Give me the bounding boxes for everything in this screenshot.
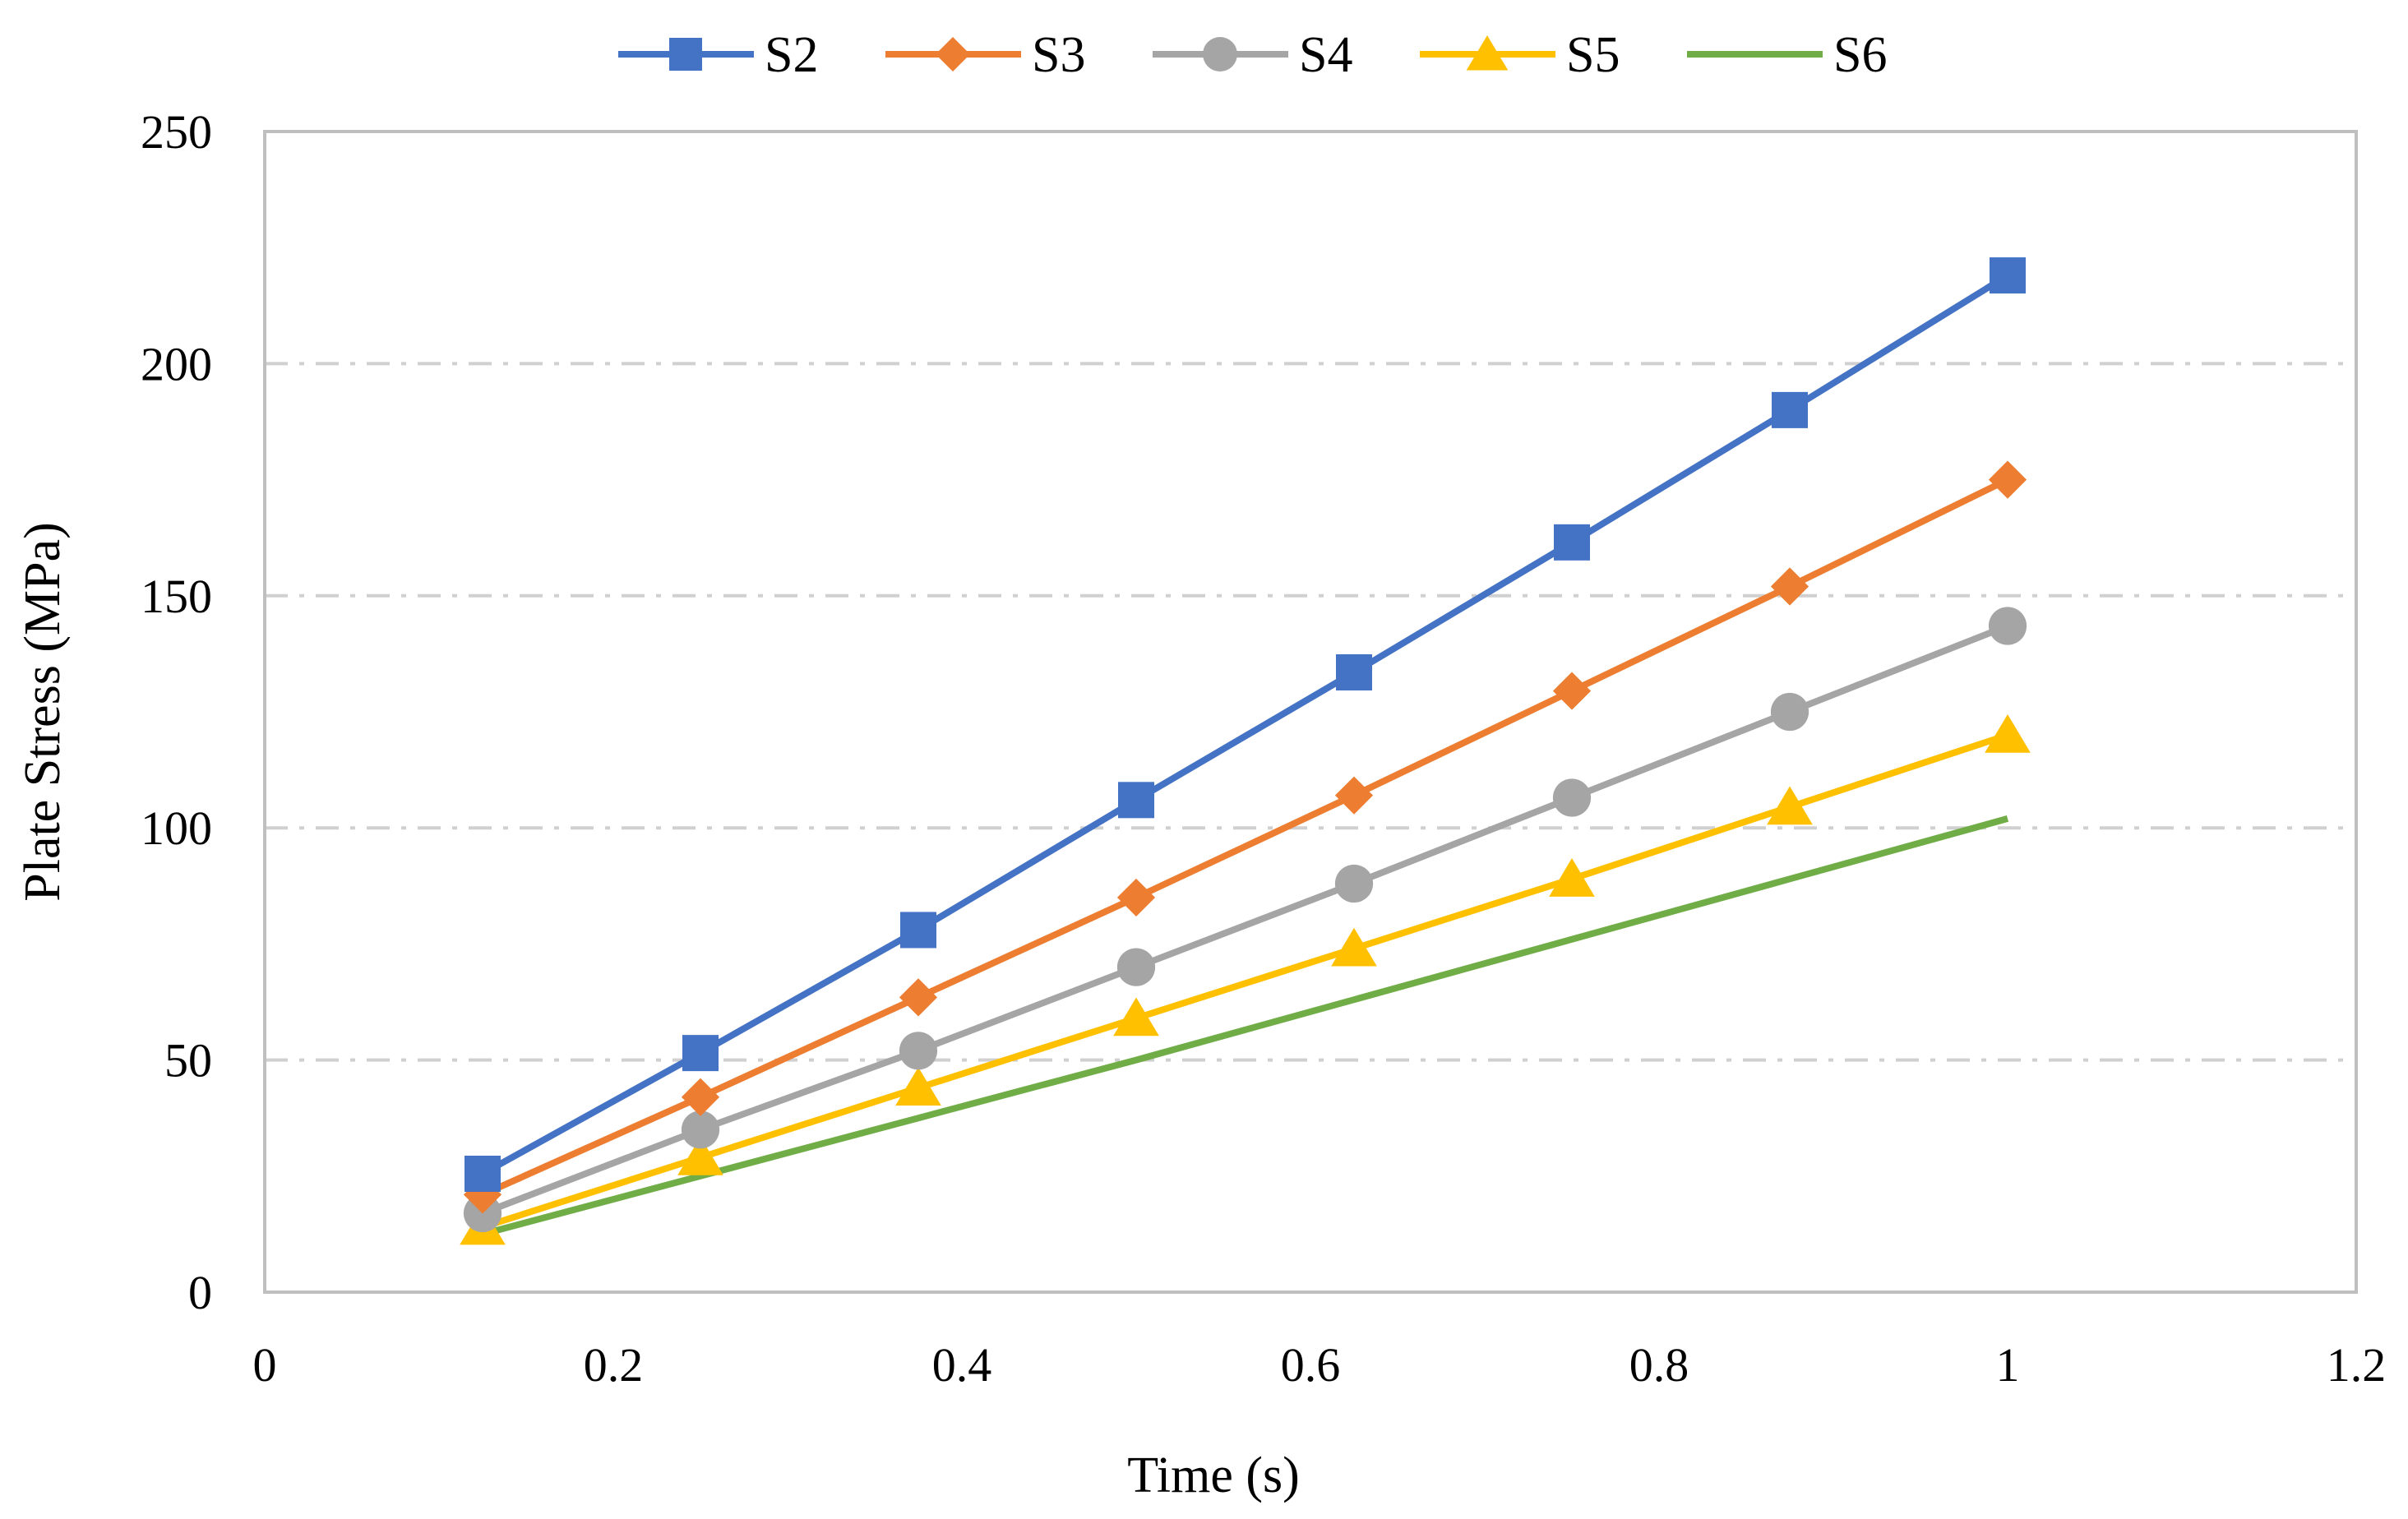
x-tick-label: 0 xyxy=(253,1338,277,1392)
series-line-s2 xyxy=(481,272,2010,1177)
data-point-s3 xyxy=(1116,878,1156,917)
data-point-s2 xyxy=(1118,782,1154,819)
data-point-s4 xyxy=(1770,692,1809,732)
data-point-s5 xyxy=(1985,713,2031,753)
series-s2 xyxy=(464,257,2026,1192)
series-s3 xyxy=(463,460,2027,1214)
data-point-s4 xyxy=(1552,778,1592,817)
legend-item-s2: S2 xyxy=(618,27,818,83)
gridlines xyxy=(265,362,2356,1062)
data-point-s3 xyxy=(681,1078,720,1116)
data-point-s2 xyxy=(1990,257,2026,294)
y-tick-label: 0 xyxy=(188,1266,212,1319)
data-point-s5 xyxy=(677,1136,723,1175)
x-tick-label: 0.2 xyxy=(584,1338,644,1392)
legend-label-s4: S4 xyxy=(1299,27,1352,83)
series-line-s6 xyxy=(481,815,2009,1238)
data-point-s5 xyxy=(895,1067,941,1106)
legend-item-s5: S5 xyxy=(1420,27,1620,83)
series-s6 xyxy=(481,815,2009,1238)
data-point-s3 xyxy=(899,978,938,1017)
y-axis-ticks: 0 50 100 150 200 250 xyxy=(141,105,212,1319)
series-s5 xyxy=(460,713,2031,1245)
legend-item-s4: S4 xyxy=(1153,27,1352,83)
series-s4 xyxy=(463,607,2027,1233)
data-point-s2 xyxy=(682,1035,719,1072)
data-point-s3 xyxy=(1552,672,1592,710)
data-point-s4 xyxy=(681,1110,720,1149)
x-tick-label: 1.2 xyxy=(2327,1338,2387,1392)
data-point-s2 xyxy=(1772,391,1808,428)
data-point-s3 xyxy=(1334,776,1374,815)
x-axis-title: Time (s) xyxy=(1127,1447,1300,1503)
legend-marker-s2 xyxy=(669,38,702,71)
plot-area xyxy=(263,130,2358,1294)
data-point-s2 xyxy=(464,1155,501,1192)
data-point-s5 xyxy=(1767,786,1813,825)
x-tick-label: 0.8 xyxy=(1629,1338,1689,1392)
y-tick-label: 200 xyxy=(141,337,212,390)
legend-item-s3: S3 xyxy=(885,27,1085,83)
y-tick-label: 50 xyxy=(164,1034,212,1087)
y-tick-label: 250 xyxy=(141,105,212,159)
legend-label-s3: S3 xyxy=(1032,27,1085,83)
data-point-s3 xyxy=(1988,460,2027,499)
data-point-s4 xyxy=(1334,864,1374,903)
data-point-s2 xyxy=(900,912,936,949)
y-tick-label: 150 xyxy=(141,570,212,623)
legend-marker-s3 xyxy=(936,37,970,72)
data-point-s4 xyxy=(1988,607,2027,645)
data-point-s5 xyxy=(1113,997,1159,1037)
data-point-s5 xyxy=(1549,858,1595,897)
legend-marker-s4 xyxy=(1203,37,1237,72)
x-tick-label: 0.6 xyxy=(1281,1338,1341,1392)
series-line-s4 xyxy=(481,622,2009,1217)
y-axis-title: Plate Stress (MPa) xyxy=(15,522,71,902)
data-point-s4 xyxy=(1116,948,1156,986)
legend-item-s6: S6 xyxy=(1687,27,1887,83)
legend-marker-s5 xyxy=(1466,35,1509,71)
legend-label-s6: S6 xyxy=(1833,27,1887,83)
legend-label-s2: S2 xyxy=(765,27,818,83)
data-point-s2 xyxy=(1554,524,1590,561)
legend-label-s5: S5 xyxy=(1566,27,1620,83)
x-axis-ticks: 0 0.2 0.4 0.6 0.8 1 1.2 xyxy=(253,1338,2387,1392)
series-line-s3 xyxy=(481,477,2009,1198)
data-point-s2 xyxy=(1336,653,1372,690)
series-line-s5 xyxy=(481,732,2009,1230)
data-point-s4 xyxy=(899,1032,938,1070)
x-tick-label: 0.4 xyxy=(932,1338,992,1392)
data-point-s5 xyxy=(1331,927,1377,967)
legend: S2 S3 S4 S5 S6 xyxy=(618,27,1887,83)
x-tick-label: 1 xyxy=(1996,1338,2020,1392)
series-layer xyxy=(460,257,2031,1245)
y-tick-label: 100 xyxy=(141,801,212,855)
data-point-s3 xyxy=(1770,567,1809,606)
